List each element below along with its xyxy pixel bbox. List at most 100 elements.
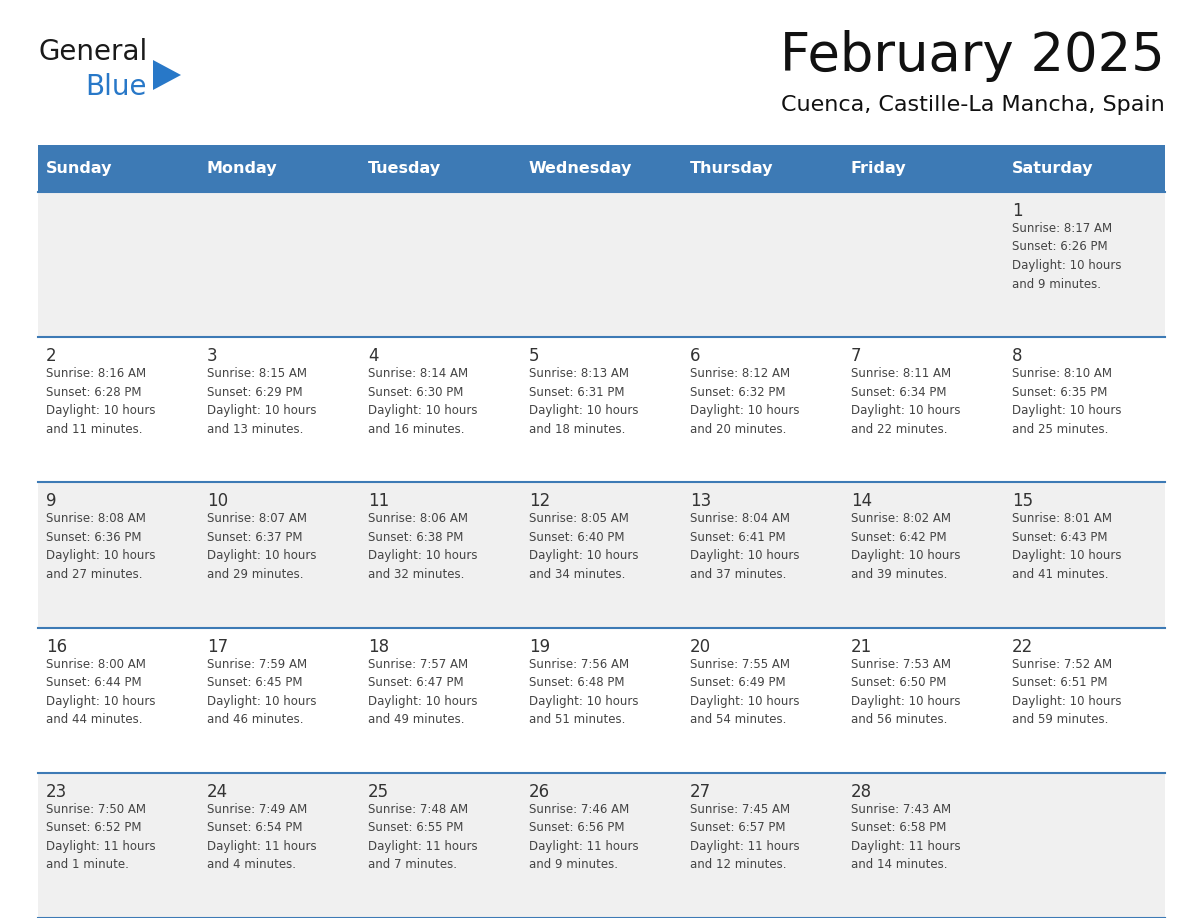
Text: Sunrise: 7:52 AM: Sunrise: 7:52 AM bbox=[1012, 657, 1112, 671]
Bar bbox=[38, 337, 1165, 482]
Text: Sunrise: 8:11 AM: Sunrise: 8:11 AM bbox=[851, 367, 952, 380]
Text: Daylight: 10 hours: Daylight: 10 hours bbox=[207, 549, 316, 563]
Text: Sunset: 6:38 PM: Sunset: 6:38 PM bbox=[368, 531, 463, 543]
Text: Daylight: 10 hours: Daylight: 10 hours bbox=[529, 695, 638, 708]
Text: Daylight: 10 hours: Daylight: 10 hours bbox=[1012, 259, 1121, 272]
Text: and 29 minutes.: and 29 minutes. bbox=[207, 568, 303, 581]
Text: 14: 14 bbox=[851, 492, 872, 510]
Text: Tuesday: Tuesday bbox=[368, 161, 441, 176]
Text: Friday: Friday bbox=[851, 161, 906, 176]
Bar bbox=[38, 192, 1165, 337]
Bar bbox=[38, 628, 1165, 773]
Text: Sunset: 6:50 PM: Sunset: 6:50 PM bbox=[851, 676, 947, 689]
Text: Sunrise: 8:05 AM: Sunrise: 8:05 AM bbox=[529, 512, 628, 525]
Text: and 32 minutes.: and 32 minutes. bbox=[368, 568, 465, 581]
Text: Sunset: 6:57 PM: Sunset: 6:57 PM bbox=[690, 822, 785, 834]
Text: 5: 5 bbox=[529, 347, 539, 365]
Text: Daylight: 10 hours: Daylight: 10 hours bbox=[207, 695, 316, 708]
Text: Daylight: 10 hours: Daylight: 10 hours bbox=[690, 404, 800, 417]
Text: Sunrise: 8:14 AM: Sunrise: 8:14 AM bbox=[368, 367, 468, 380]
Text: 28: 28 bbox=[851, 783, 872, 800]
Text: Daylight: 10 hours: Daylight: 10 hours bbox=[690, 549, 800, 563]
Text: Daylight: 10 hours: Daylight: 10 hours bbox=[529, 549, 638, 563]
Text: 26: 26 bbox=[529, 783, 550, 800]
Polygon shape bbox=[153, 60, 181, 90]
Text: Daylight: 11 hours: Daylight: 11 hours bbox=[368, 840, 478, 853]
Text: Sunset: 6:34 PM: Sunset: 6:34 PM bbox=[851, 386, 947, 398]
Text: and 56 minutes.: and 56 minutes. bbox=[851, 713, 947, 726]
Text: and 49 minutes.: and 49 minutes. bbox=[368, 713, 465, 726]
Text: and 20 minutes.: and 20 minutes. bbox=[690, 422, 786, 436]
Text: and 51 minutes.: and 51 minutes. bbox=[529, 713, 625, 726]
Text: Daylight: 11 hours: Daylight: 11 hours bbox=[690, 840, 800, 853]
Text: and 9 minutes.: and 9 minutes. bbox=[529, 858, 618, 871]
Text: 19: 19 bbox=[529, 638, 550, 655]
Text: Sunset: 6:55 PM: Sunset: 6:55 PM bbox=[368, 822, 463, 834]
Text: Sunrise: 8:12 AM: Sunrise: 8:12 AM bbox=[690, 367, 790, 380]
Text: Sunrise: 7:49 AM: Sunrise: 7:49 AM bbox=[207, 803, 308, 816]
Text: and 11 minutes.: and 11 minutes. bbox=[46, 422, 143, 436]
Text: and 44 minutes.: and 44 minutes. bbox=[46, 713, 143, 726]
Text: Sunset: 6:58 PM: Sunset: 6:58 PM bbox=[851, 822, 947, 834]
Text: Sunset: 6:48 PM: Sunset: 6:48 PM bbox=[529, 676, 625, 689]
Text: 24: 24 bbox=[207, 783, 228, 800]
Text: 25: 25 bbox=[368, 783, 390, 800]
Text: 2: 2 bbox=[46, 347, 57, 365]
Text: 7: 7 bbox=[851, 347, 861, 365]
Text: Sunrise: 8:16 AM: Sunrise: 8:16 AM bbox=[46, 367, 146, 380]
Text: Sunset: 6:43 PM: Sunset: 6:43 PM bbox=[1012, 531, 1107, 543]
Text: Sunrise: 8:17 AM: Sunrise: 8:17 AM bbox=[1012, 222, 1112, 235]
Text: Sunrise: 8:13 AM: Sunrise: 8:13 AM bbox=[529, 367, 628, 380]
Text: Daylight: 10 hours: Daylight: 10 hours bbox=[1012, 404, 1121, 417]
Text: Sunrise: 8:02 AM: Sunrise: 8:02 AM bbox=[851, 512, 952, 525]
Text: Sunset: 6:56 PM: Sunset: 6:56 PM bbox=[529, 822, 625, 834]
Text: Daylight: 10 hours: Daylight: 10 hours bbox=[46, 404, 156, 417]
Text: 3: 3 bbox=[207, 347, 217, 365]
Text: Sunset: 6:51 PM: Sunset: 6:51 PM bbox=[1012, 676, 1107, 689]
Bar bbox=[38, 482, 1165, 628]
Text: Sunday: Sunday bbox=[46, 161, 113, 176]
Bar bbox=[38, 145, 1165, 192]
Text: Sunset: 6:42 PM: Sunset: 6:42 PM bbox=[851, 531, 947, 543]
Text: and 16 minutes.: and 16 minutes. bbox=[368, 422, 465, 436]
Text: Thursday: Thursday bbox=[690, 161, 773, 176]
Text: Sunset: 6:54 PM: Sunset: 6:54 PM bbox=[207, 822, 303, 834]
Text: Sunset: 6:32 PM: Sunset: 6:32 PM bbox=[690, 386, 785, 398]
Text: Daylight: 10 hours: Daylight: 10 hours bbox=[368, 549, 478, 563]
Text: Sunset: 6:41 PM: Sunset: 6:41 PM bbox=[690, 531, 785, 543]
Text: Sunrise: 7:57 AM: Sunrise: 7:57 AM bbox=[368, 657, 468, 671]
Text: February 2025: February 2025 bbox=[781, 30, 1165, 82]
Text: 16: 16 bbox=[46, 638, 68, 655]
Text: 22: 22 bbox=[1012, 638, 1034, 655]
Text: 18: 18 bbox=[368, 638, 390, 655]
Text: and 41 minutes.: and 41 minutes. bbox=[1012, 568, 1108, 581]
Text: and 25 minutes.: and 25 minutes. bbox=[1012, 422, 1108, 436]
Text: Sunset: 6:35 PM: Sunset: 6:35 PM bbox=[1012, 386, 1107, 398]
Text: Daylight: 10 hours: Daylight: 10 hours bbox=[851, 404, 961, 417]
Text: Sunrise: 8:01 AM: Sunrise: 8:01 AM bbox=[1012, 512, 1112, 525]
Text: and 59 minutes.: and 59 minutes. bbox=[1012, 713, 1108, 726]
Text: Blue: Blue bbox=[86, 73, 146, 101]
Text: Sunset: 6:37 PM: Sunset: 6:37 PM bbox=[207, 531, 303, 543]
Text: Monday: Monday bbox=[207, 161, 278, 176]
Text: 20: 20 bbox=[690, 638, 712, 655]
Text: Daylight: 10 hours: Daylight: 10 hours bbox=[207, 404, 316, 417]
Text: and 46 minutes.: and 46 minutes. bbox=[207, 713, 303, 726]
Text: Sunrise: 7:45 AM: Sunrise: 7:45 AM bbox=[690, 803, 790, 816]
Text: 6: 6 bbox=[690, 347, 701, 365]
Text: and 1 minute.: and 1 minute. bbox=[46, 858, 128, 871]
Text: Daylight: 11 hours: Daylight: 11 hours bbox=[207, 840, 317, 853]
Text: Daylight: 11 hours: Daylight: 11 hours bbox=[46, 840, 156, 853]
Text: Sunset: 6:44 PM: Sunset: 6:44 PM bbox=[46, 676, 141, 689]
Text: Sunset: 6:47 PM: Sunset: 6:47 PM bbox=[368, 676, 463, 689]
Text: and 37 minutes.: and 37 minutes. bbox=[690, 568, 786, 581]
Text: Sunset: 6:28 PM: Sunset: 6:28 PM bbox=[46, 386, 141, 398]
Text: Sunrise: 7:48 AM: Sunrise: 7:48 AM bbox=[368, 803, 468, 816]
Text: and 9 minutes.: and 9 minutes. bbox=[1012, 277, 1101, 290]
Text: Sunset: 6:49 PM: Sunset: 6:49 PM bbox=[690, 676, 785, 689]
Text: Sunrise: 8:06 AM: Sunrise: 8:06 AM bbox=[368, 512, 468, 525]
Text: Sunrise: 8:00 AM: Sunrise: 8:00 AM bbox=[46, 657, 146, 671]
Text: and 22 minutes.: and 22 minutes. bbox=[851, 422, 948, 436]
Text: and 27 minutes.: and 27 minutes. bbox=[46, 568, 143, 581]
Text: Sunset: 6:29 PM: Sunset: 6:29 PM bbox=[207, 386, 303, 398]
